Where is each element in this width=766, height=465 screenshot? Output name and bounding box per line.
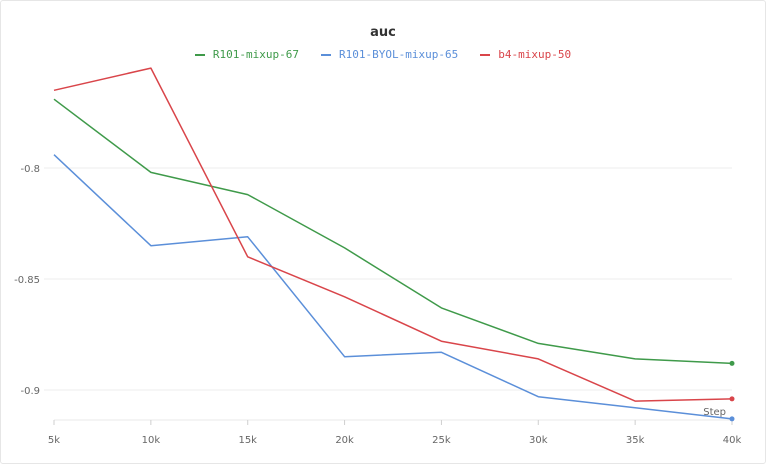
legend-swatch xyxy=(194,53,205,56)
legend-swatch xyxy=(321,53,331,56)
x-tick-label: 20k xyxy=(335,435,354,446)
x-tick-label: 25k xyxy=(432,435,451,446)
x-tick-label: 40k xyxy=(723,435,742,446)
y-tick-label: -0.85 xyxy=(14,275,40,286)
legend-item-r101-mixup-67[interactable]: R101-mixup-67 xyxy=(194,48,299,61)
legend-swatch xyxy=(480,53,491,56)
x-tick-label: 15k xyxy=(238,435,257,446)
legend-label: R101-mixup-67 xyxy=(212,48,299,61)
series-end-point-2 xyxy=(729,396,735,402)
x-tick-label: 35k xyxy=(626,435,645,446)
legend-label: b4-mixup-50 xyxy=(498,48,572,61)
chart-title: auc xyxy=(370,25,396,40)
series-end-point-1 xyxy=(729,416,735,422)
series-line-1 xyxy=(53,154,733,420)
series-line-0 xyxy=(53,98,733,365)
x-axis-title: Step xyxy=(703,407,726,418)
x-tick-label: 30k xyxy=(529,435,548,446)
y-tick-label: -0.9 xyxy=(20,386,40,397)
y-tick-label: -0.8 xyxy=(20,164,40,175)
x-tick-label: 10k xyxy=(142,435,161,446)
legend-item-b4-mixup-50[interactable]: b4-mixup-50 xyxy=(480,48,571,61)
legend-item-r101-byol-mixup-65[interactable]: R101-BYOL-mixup-65 xyxy=(321,48,458,61)
series-line-2 xyxy=(53,67,733,402)
legend-label: R101-BYOL-mixup-65 xyxy=(339,48,459,61)
chart-legend: R101-mixup-67 R101-BYOL-mixup-65 b4-mixu… xyxy=(0,48,766,61)
series-end-point-0 xyxy=(729,360,735,366)
x-tick-label: 5k xyxy=(48,435,60,446)
